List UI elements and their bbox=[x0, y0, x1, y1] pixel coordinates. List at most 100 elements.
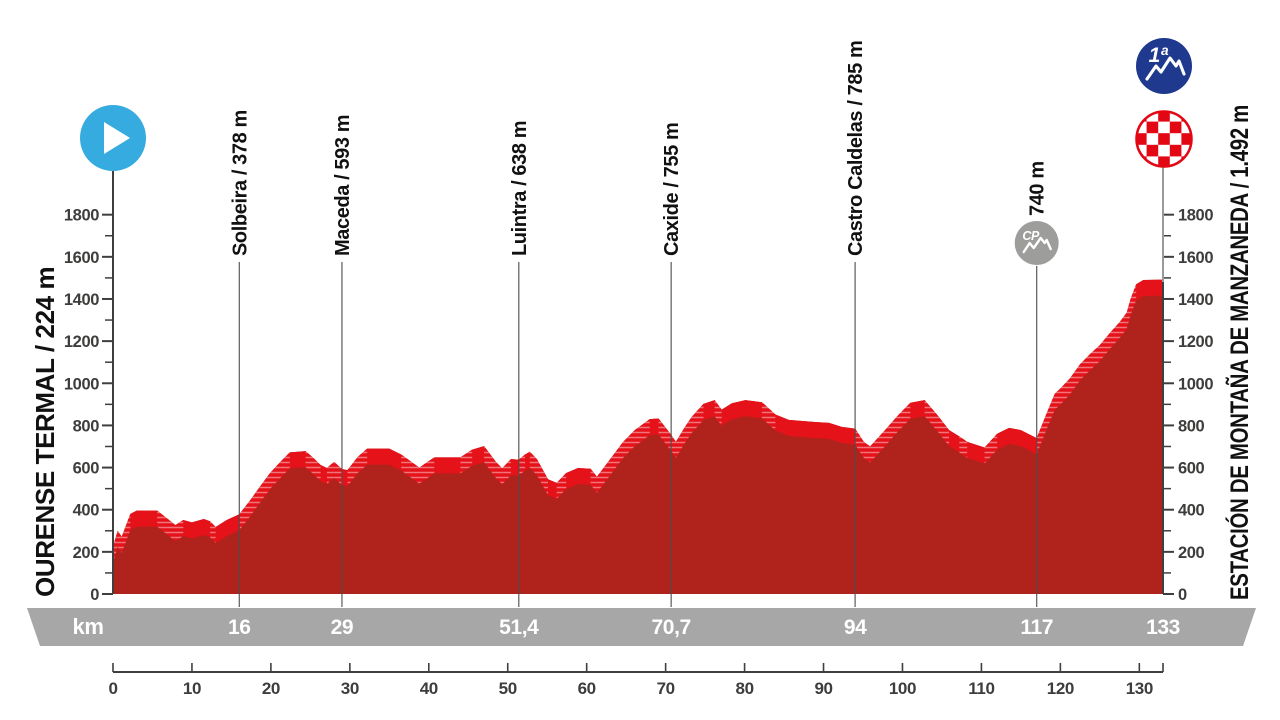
profile-gradient-hatch bbox=[590, 468, 597, 493]
profile-gradient-hatch bbox=[117, 530, 122, 553]
profile-gradient-hatch bbox=[924, 400, 938, 431]
km-band-value: 29 bbox=[331, 616, 354, 639]
cp-elevation-label: 740 m bbox=[1027, 161, 1049, 216]
finish-location-label: ESTACIÓN DE MONTAÑA DE MANZANEDA / 1.492… bbox=[1224, 105, 1254, 600]
profile-gradient-hatch bbox=[157, 510, 167, 535]
ruler-tick-label: 30 bbox=[341, 679, 359, 698]
right-axis-tick-label: 800 bbox=[1178, 417, 1205, 435]
profile-gradient-hatch bbox=[1110, 322, 1120, 349]
finish-checker-cell bbox=[1181, 133, 1192, 145]
profile-gradient-hatch bbox=[658, 418, 672, 451]
km-band-value: 133 bbox=[1146, 616, 1180, 639]
right-axis-tick-label: 400 bbox=[1178, 502, 1205, 520]
right-axis-tick-label: 1600 bbox=[1178, 249, 1213, 267]
category-mountain-icon bbox=[1145, 56, 1186, 81]
profile-gradient-hatch bbox=[1046, 393, 1055, 429]
ruler-tick-label: 90 bbox=[814, 679, 832, 698]
km-ruler: 0 10 20 30 40 50 60 70 80 90 100 110 120 130 bbox=[108, 663, 1164, 698]
km-band: km 16 29 51,4 70,7 94 117 133 bbox=[27, 608, 1256, 646]
profile-gradient-hatch bbox=[166, 518, 176, 542]
finish-circle-ring bbox=[1135, 110, 1193, 168]
profile-gradient-hatch bbox=[259, 473, 271, 503]
profile-gradient-hatch bbox=[401, 454, 420, 484]
right-axis-tick-label: 600 bbox=[1178, 460, 1205, 478]
play-button[interactable] bbox=[80, 105, 146, 171]
ruler-tick-label: 70 bbox=[657, 679, 675, 698]
profile-gradient-hatch bbox=[1099, 332, 1111, 362]
right-axis-tick-label: 200 bbox=[1178, 544, 1205, 562]
profile-gradient-hatch bbox=[761, 402, 776, 431]
start-location-label: OURENSE TERMAL / 224 m bbox=[30, 267, 60, 597]
km-band-unit-label: km bbox=[73, 614, 104, 639]
profile-gradient-hatch bbox=[334, 461, 342, 485]
finish-checker-cell bbox=[1158, 156, 1170, 167]
left-axis-tick-label: 1000 bbox=[64, 375, 99, 393]
right-axis-tick-label: 0 bbox=[1178, 586, 1187, 604]
cp-text: CP bbox=[1022, 229, 1040, 243]
profile-gradient-hatch bbox=[250, 486, 260, 516]
profile-gradient-hatch bbox=[175, 520, 184, 542]
finish-checker-cell bbox=[1169, 121, 1182, 134]
ruler-tick-label: 100 bbox=[889, 679, 916, 698]
left-axis-tick-label: 1800 bbox=[64, 207, 99, 225]
profile-gradient-hatch bbox=[1119, 312, 1127, 339]
right-axis-tick-label: 1000 bbox=[1178, 375, 1213, 393]
waypoints: Solbeira / 378 m Maceda / 593 m Luintra / … bbox=[229, 41, 1059, 607]
profile-gradient-hatch bbox=[1080, 353, 1091, 381]
finish-checker-cell bbox=[1169, 144, 1182, 157]
left-axis-tick-label: 1200 bbox=[64, 333, 99, 351]
profile-gradient-hatch bbox=[1090, 345, 1100, 370]
profile-gradient-hatch bbox=[984, 433, 998, 464]
km-band-background bbox=[27, 608, 1256, 646]
left-axis-tick-label: 1400 bbox=[64, 291, 99, 309]
profile-gradient-hatch bbox=[529, 451, 537, 476]
profile-gradient-hatch bbox=[495, 461, 503, 485]
left-axis-tick-label: 800 bbox=[73, 417, 100, 435]
ruler-tick-label: 50 bbox=[499, 679, 517, 698]
profile-gradient-hatch bbox=[484, 446, 496, 478]
category-1-badge: 1ª bbox=[1136, 38, 1192, 94]
elevation-profile bbox=[113, 279, 1163, 594]
cp-mountain-icon bbox=[1022, 236, 1052, 254]
left-axis-tick-label: 600 bbox=[73, 460, 100, 478]
profile-gradient-hatch bbox=[634, 419, 650, 447]
profile-gradient-hatch bbox=[347, 457, 358, 487]
profile-gradient-hatch bbox=[898, 402, 911, 431]
profile-gradient-hatch bbox=[623, 430, 635, 459]
ruler-tick-label: 120 bbox=[1047, 679, 1074, 698]
profile-gradient-hatch bbox=[863, 441, 871, 463]
right-axis-tick-label: 1200 bbox=[1178, 333, 1213, 351]
finish-checker-cell bbox=[1146, 144, 1159, 157]
left-axis-tick-label: 0 bbox=[90, 586, 99, 604]
profile-gradient-hatch bbox=[305, 451, 314, 475]
profile-gradient-hatch bbox=[556, 473, 567, 499]
profile-gradient-hatch bbox=[502, 459, 511, 485]
profile-gradient-hatch bbox=[959, 436, 968, 458]
profile-gradient-hatch bbox=[691, 403, 704, 433]
ruler-tick-label: 80 bbox=[736, 679, 754, 698]
finish-checker-cell bbox=[1158, 133, 1170, 145]
profile-gradient-hatch bbox=[210, 521, 216, 543]
profile-gradient-hatch bbox=[870, 430, 886, 463]
left-axis-tick-label: 400 bbox=[73, 502, 100, 520]
profile-gradient-hatch bbox=[596, 460, 610, 493]
profile-gradient-hatch bbox=[1130, 284, 1137, 315]
finish-checker-cell bbox=[1136, 133, 1147, 145]
profile-gradient-hatch bbox=[1126, 299, 1131, 329]
km-band-value: 117 bbox=[1020, 616, 1053, 639]
km-band-value: 16 bbox=[228, 616, 251, 639]
category-label: 1ª bbox=[1149, 44, 1169, 67]
left-axis-tick-label: 200 bbox=[73, 544, 100, 562]
profile-gradient-hatch bbox=[239, 500, 251, 531]
ruler-tick-label: 130 bbox=[1126, 679, 1153, 698]
profile-gradient-hatch bbox=[855, 428, 864, 458]
profile-gradient-hatch bbox=[326, 461, 335, 484]
ruler-tick-label: 40 bbox=[420, 679, 438, 698]
profile-gradient-hatch bbox=[714, 400, 722, 426]
ruler-tick-label: 20 bbox=[262, 679, 280, 698]
profile-gradient-hatch bbox=[885, 414, 899, 447]
ruler-tick-label: 60 bbox=[578, 679, 596, 698]
profile-gradient-hatch bbox=[113, 530, 118, 563]
